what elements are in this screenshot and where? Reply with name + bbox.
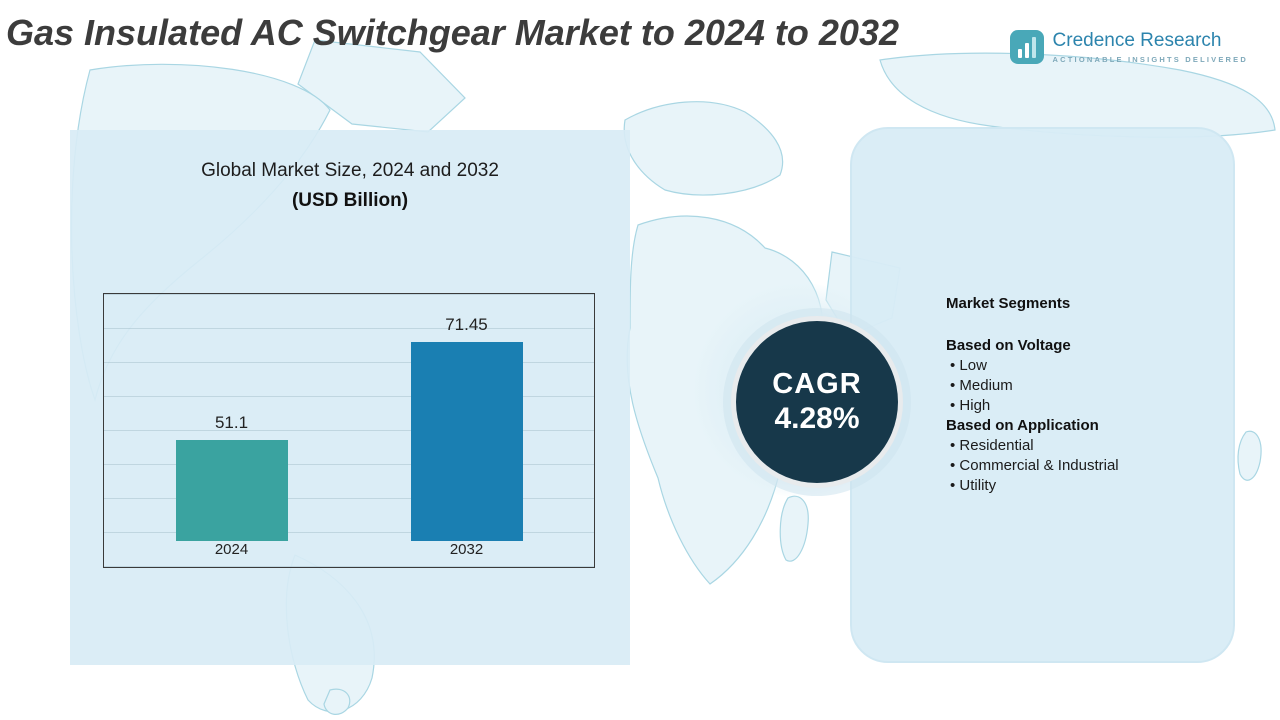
segment-item: Commercial & Industrial bbox=[946, 456, 1197, 476]
market-size-panel: Global Market Size, 2024 and 2032 (USD B… bbox=[70, 130, 630, 665]
segment-item: Medium bbox=[946, 376, 1197, 396]
logo-name: Credence Research bbox=[1052, 30, 1222, 51]
bar-2032 bbox=[410, 342, 523, 541]
x-axis-labels: 2024 2032 bbox=[104, 541, 594, 567]
logo-tagline: Actionable Insights Delivered bbox=[1052, 55, 1248, 64]
market-segments-panel: Market Segments Based on Voltage Low Med… bbox=[850, 127, 1235, 663]
x-axis-label: 2032 bbox=[449, 541, 484, 558]
bar-value-label: 51.1 bbox=[214, 413, 249, 432]
bar-chart-logo-icon bbox=[1009, 30, 1044, 64]
segment-item: Utility bbox=[946, 476, 1197, 496]
segment-item: Residential bbox=[946, 436, 1197, 456]
segment-group-title-application: Based on Application bbox=[946, 416, 1099, 434]
cagr-value: 4.28% bbox=[774, 402, 860, 435]
segments-heading: Market Segments bbox=[946, 294, 1071, 312]
chart-heading: Global Market Size, 2024 and 2032 bbox=[201, 160, 499, 181]
segment-item: High bbox=[946, 396, 1197, 416]
segment-group-title-voltage: Based on Voltage bbox=[946, 336, 1071, 354]
bar-group: 71.45 bbox=[410, 315, 523, 541]
x-axis-label: 2024 bbox=[214, 541, 249, 558]
logo-text: Credence Research Actionable Insights De… bbox=[1053, 30, 1248, 64]
page-title: Gas Insulated AC Switchgear Market to 20… bbox=[6, 12, 899, 53]
credence-research-logo: Credence Research Actionable Insights De… bbox=[1009, 30, 1248, 64]
chart-heading-units: (USD Billion) bbox=[291, 190, 409, 211]
bar-group: 51.1 bbox=[175, 413, 288, 541]
cagr-badge: CAGR 4.28% bbox=[731, 316, 903, 488]
bar-2024 bbox=[175, 440, 288, 541]
segment-item: Low bbox=[946, 356, 1197, 376]
bar-plot: 51.1 71.45 bbox=[104, 294, 594, 541]
bar-value-label: 71.45 bbox=[445, 315, 488, 334]
cagr-label: CAGR bbox=[772, 368, 862, 400]
bar-chart: 51.1 71.45 2024 2032 bbox=[103, 293, 595, 568]
